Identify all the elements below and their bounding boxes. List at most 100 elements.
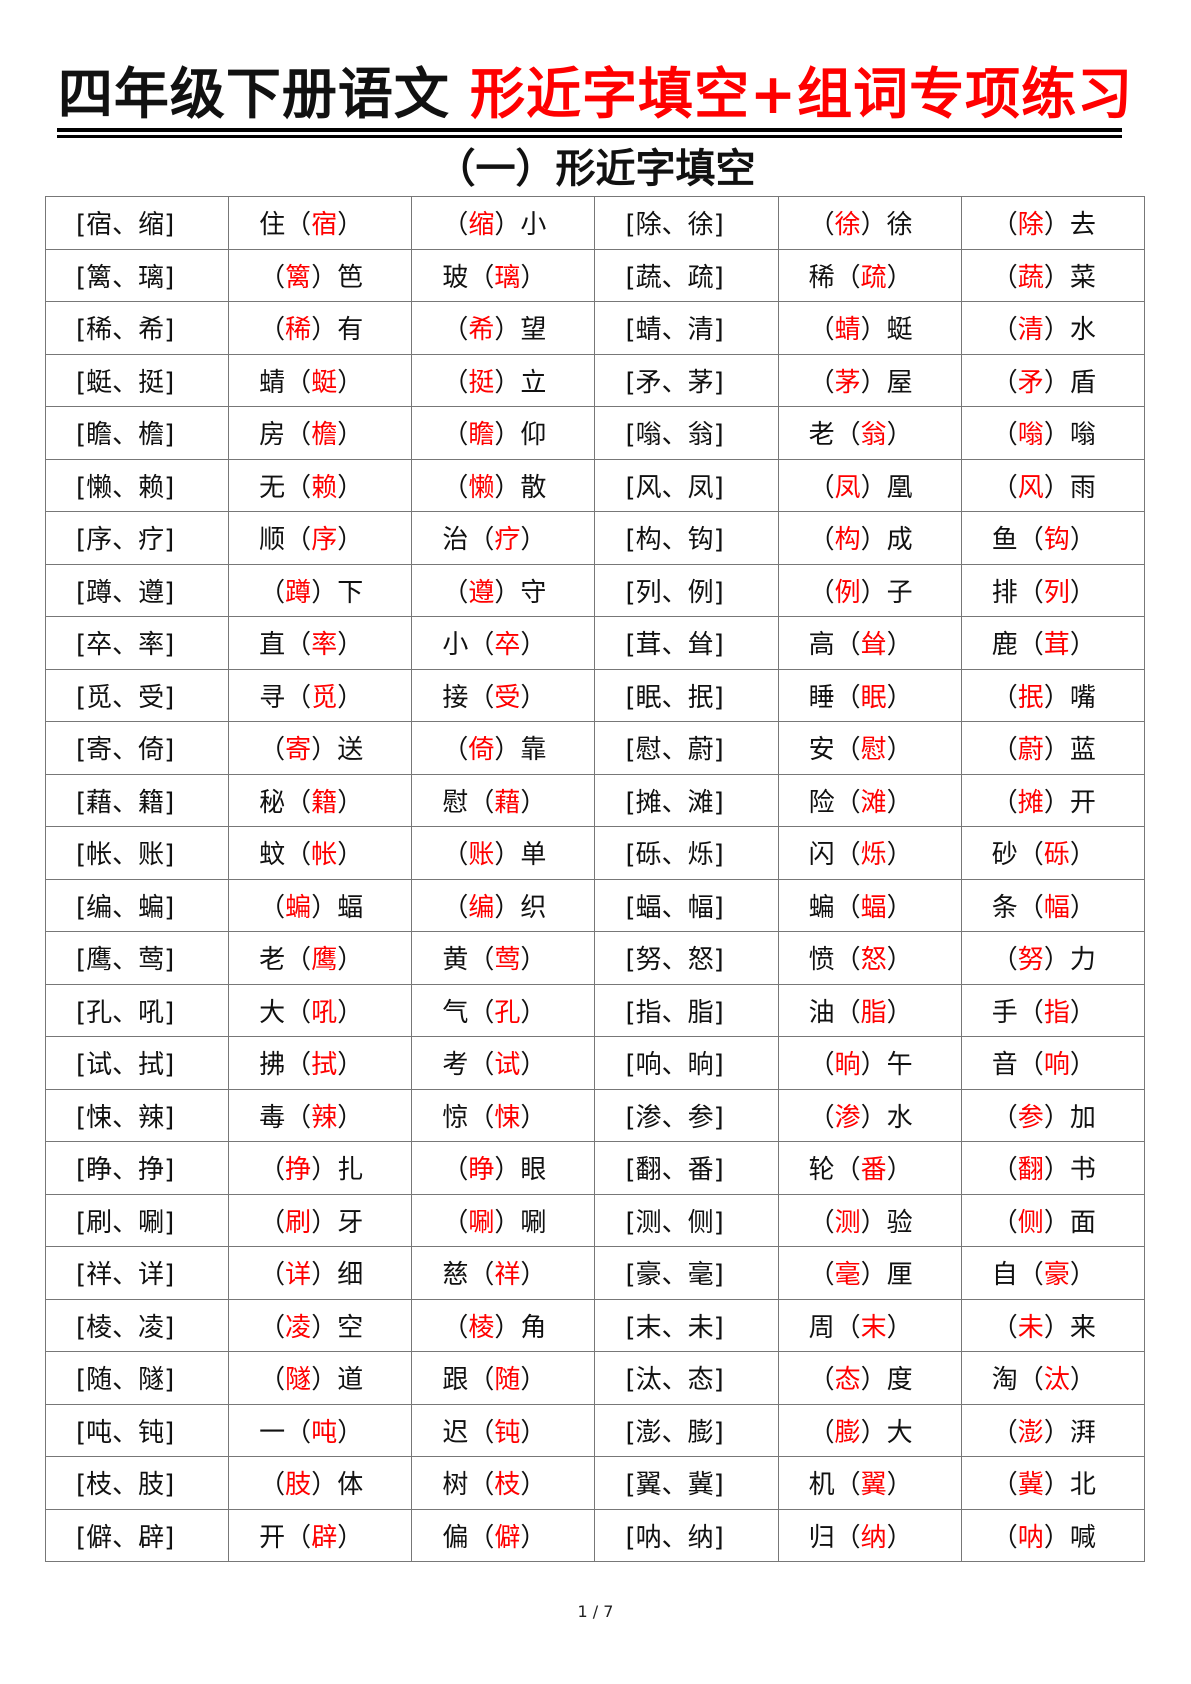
char-pair-cell: [澎、膨] [594, 1403, 779, 1457]
open-paren: （ [259, 1155, 286, 1186]
char-pair-cell: [枝、肢] [44, 1456, 230, 1510]
close-paren: ） [520, 1102, 547, 1133]
close-paren: ） [1069, 1365, 1096, 1396]
fill-in-cell: （膨）大 [777, 1403, 962, 1457]
close-paren: ） [494, 577, 521, 608]
open-paren: （ [468, 525, 495, 556]
word-suffix: 菜 [1069, 262, 1096, 293]
fill-in-cell: （遵）守 [411, 563, 596, 617]
word-suffix: 书 [1069, 1155, 1096, 1186]
word-suffix: 单 [520, 840, 547, 871]
open-paren: （ [991, 682, 1018, 713]
answer-char: 蜓 [311, 367, 338, 398]
word-prefix: 开 [259, 1522, 286, 1553]
word-prefix: 音 [991, 1050, 1018, 1081]
word-prefix: 接 [442, 682, 469, 713]
close-paren: ） [520, 1365, 547, 1396]
word-suffix: 盾 [1069, 367, 1096, 398]
answer-char: 僻 [494, 1522, 521, 1553]
close-paren: ） [1043, 1102, 1070, 1133]
fill-in-cell: 寻（觅） [228, 668, 413, 722]
answer-char: 例 [834, 577, 861, 608]
table-row: [蹲、遵] （蹲）下 （遵）守 [列、例] （例）子 排（列） [44, 563, 1146, 617]
open-paren: （ [442, 367, 469, 398]
close-paren: ） [1043, 472, 1070, 503]
fill-in-cell: 老（鹰） [228, 931, 413, 985]
char-pair-cell: [构、钩] [594, 511, 779, 565]
fill-in-cell: 鱼（钩） [960, 511, 1146, 565]
open-paren: （ [991, 735, 1018, 766]
table-row: [祥、详] （详）细 慈（祥） [豪、毫] （毫）厘 自（豪） [44, 1246, 1146, 1300]
open-paren: （ [808, 577, 835, 608]
char-pair-cell: [响、晌] [594, 1036, 779, 1090]
fill-in-cell: （肢）体 [228, 1456, 413, 1510]
answer-char: 耸 [860, 630, 887, 661]
word-suffix: 望 [520, 315, 547, 346]
char-pair-cell: [孔、吼] [44, 983, 230, 1037]
answer-char: 懒 [468, 472, 495, 503]
answer-char: 吨 [311, 1417, 338, 1448]
answer-char: 遵 [468, 577, 495, 608]
open-paren: （ [259, 1312, 286, 1343]
word-suffix: 仰 [520, 420, 547, 451]
open-paren: （ [442, 472, 469, 503]
answer-char: 帐 [311, 840, 338, 871]
word-prefix: 房 [259, 420, 286, 451]
word-prefix: 慰 [442, 787, 469, 818]
open-paren: （ [468, 997, 495, 1028]
fill-in-cell: 树（枝） [411, 1456, 596, 1510]
open-paren: （ [834, 1522, 861, 1553]
open-paren: （ [834, 840, 861, 871]
word-prefix: 自 [991, 1260, 1018, 1291]
fill-in-cell: （瞻）仰 [411, 406, 596, 460]
answer-char: 吼 [311, 997, 338, 1028]
open-paren: （ [991, 315, 1018, 346]
answer-char: 汰 [1043, 1365, 1070, 1396]
word-suffix: 体 [337, 1470, 364, 1501]
open-paren: （ [285, 630, 312, 661]
open-paren: （ [285, 840, 312, 871]
answer-char: 滩 [860, 787, 887, 818]
close-paren: ） [886, 735, 913, 766]
char-pair-cell: [鹰、莺] [44, 931, 230, 985]
close-paren: ） [1043, 1155, 1070, 1186]
open-paren: （ [442, 1207, 469, 1238]
word-suffix: 小 [520, 210, 547, 241]
answer-char: 构 [834, 525, 861, 556]
char-pair-cell: [蜻、清] [594, 301, 779, 355]
word-prefix: 气 [442, 997, 469, 1028]
answer-char: 摊 [1017, 787, 1044, 818]
table-row: [宿、缩] 住（宿） （缩）小 [除、徐] （徐）徐 （除）去 [44, 196, 1146, 250]
fill-in-cell: 稀（疏） [777, 248, 962, 302]
char-pair-cell: [摊、滩] [594, 773, 779, 827]
fill-in-cell: （毫）厘 [777, 1246, 962, 1300]
answer-char: 番 [860, 1155, 887, 1186]
open-paren: （ [834, 682, 861, 713]
open-paren: （ [834, 945, 861, 976]
close-paren: ） [494, 892, 521, 923]
fill-in-cell: （翻）书 [960, 1141, 1146, 1195]
close-paren: ） [1043, 1470, 1070, 1501]
fill-in-cell: （清）水 [960, 301, 1146, 355]
answer-char: 辟 [311, 1522, 338, 1553]
answer-char: 觅 [311, 682, 338, 713]
answer-char: 怒 [860, 945, 887, 976]
fill-in-cell: （懒）散 [411, 458, 596, 512]
open-paren: （ [991, 210, 1018, 241]
open-paren: （ [1017, 1050, 1044, 1081]
close-paren: ） [1043, 1312, 1070, 1343]
page-title: 四年级下册语文 形近字填空+组词专项练习 [0, 62, 1191, 126]
fill-in-cell: 慈（祥） [411, 1246, 596, 1300]
answer-char: 翁 [860, 420, 887, 451]
word-prefix: 黄 [442, 945, 469, 976]
close-paren: ） [886, 262, 913, 293]
fill-in-cell: （测）验 [777, 1193, 962, 1247]
answer-char: 慰 [860, 735, 887, 766]
title-divider-bottom [57, 135, 1122, 138]
answer-char: 赖 [311, 472, 338, 503]
open-paren: （ [991, 1417, 1018, 1448]
fill-in-cell: 条（幅） [960, 878, 1146, 932]
char-pair-cell: [豪、毫] [594, 1246, 779, 1300]
fill-in-cell: （茅）屋 [777, 353, 962, 407]
fill-in-cell: 治（疗） [411, 511, 596, 565]
